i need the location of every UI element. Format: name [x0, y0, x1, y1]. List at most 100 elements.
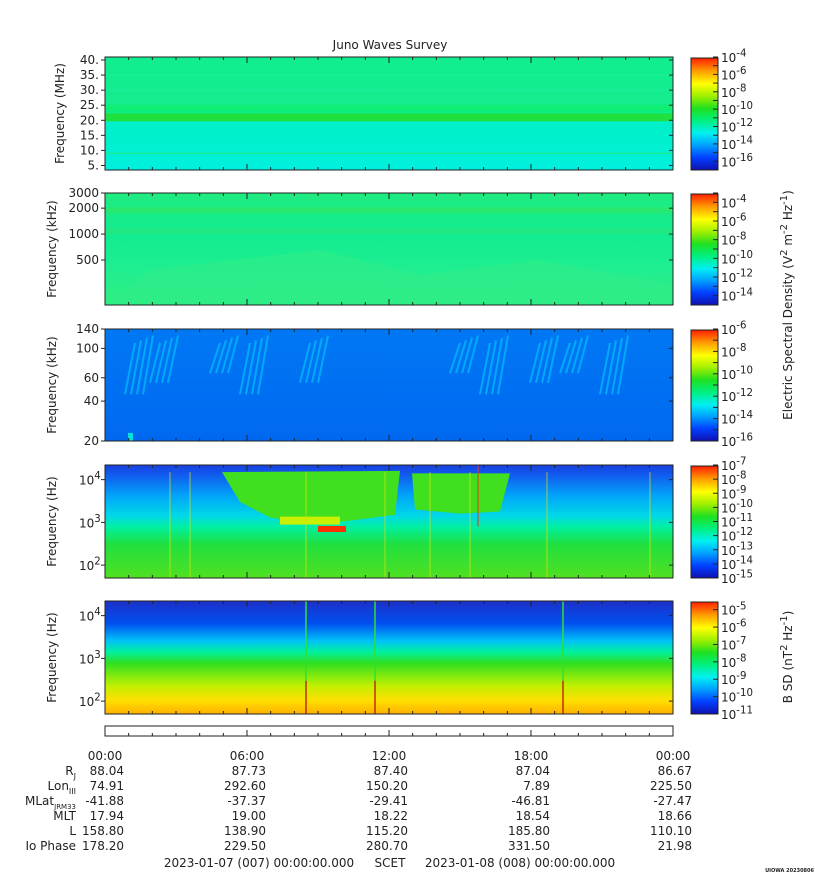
y-tick-label: 35. — [80, 68, 99, 82]
radio-burst — [485, 340, 497, 395]
y-tick-label: 100 — [76, 341, 99, 355]
radio-burst — [227, 335, 239, 374]
colorbar-label: 10-6 — [721, 619, 746, 635]
colorbar-label: 10-11 — [721, 513, 753, 529]
colorbar-label: 10-16 — [721, 153, 753, 169]
ephemeris-value: 87.40 — [374, 764, 408, 778]
ephemeris-value: 18.66 — [658, 809, 692, 823]
colorbar-label: 10-9 — [721, 671, 746, 687]
radio-burst — [617, 335, 629, 395]
colorbar-label: 10-14 — [721, 410, 753, 426]
colorbar-label: 10-12 — [721, 269, 753, 285]
colorbar-label: 10-12 — [721, 527, 753, 543]
panel-3-spectrogram — [105, 329, 673, 441]
radio-burst — [155, 340, 167, 384]
panel-3: 20 40 60 100 140 Frequency (kHz) 10-6 10-8 10-10… — [45, 321, 753, 449]
radio-burst — [142, 335, 154, 395]
y-tick-label: 104 — [79, 471, 101, 487]
emission-cloud — [412, 473, 510, 514]
radio-burst — [571, 337, 583, 374]
y-tick-label: 2000 — [68, 201, 99, 215]
ephemeris-value: 280.70 — [366, 839, 408, 853]
ephemeris-value: 18.54 — [516, 809, 550, 823]
radio-burst — [245, 340, 257, 395]
y-tick-label: 20. — [80, 113, 99, 127]
y-tick-label: 15. — [80, 128, 99, 142]
radio-burst — [547, 335, 559, 383]
colorbar-label: 10-4 — [721, 194, 746, 210]
ephemeris-value: 331.50 — [508, 839, 550, 853]
radio-burst — [605, 340, 617, 395]
emission-cloud — [222, 470, 400, 525]
y-tick-label: 103 — [79, 650, 101, 666]
y-tick-label: 3000 — [68, 186, 99, 200]
y-tick-label: 102 — [79, 557, 101, 573]
y-tick-label: 40. — [80, 53, 99, 67]
radio-burst — [251, 337, 263, 395]
ephemeris-value: 158.80 — [82, 824, 124, 838]
burst-spot — [128, 432, 133, 441]
ephemeris-value: 229.50 — [224, 839, 266, 853]
emission-core — [280, 516, 340, 525]
ephemeris-row-label: RJ — [65, 764, 76, 781]
time-label: 00:00 — [656, 749, 691, 763]
radio-burst — [497, 335, 509, 395]
colorbar-label: 10-10 — [721, 365, 753, 381]
colorbar-label: 10-15 — [721, 570, 753, 586]
ephemeris-value: 88.04 — [90, 764, 124, 778]
colorbar-label: 10-8 — [721, 83, 746, 99]
ephemeris-value: 115.20 — [366, 824, 408, 838]
colorbar-label: 10-14 — [721, 287, 753, 303]
radio-burst — [479, 342, 491, 395]
ephemeris-value: 225.50 — [650, 779, 692, 793]
panel-1: 5.10.15.20.25.30.35.40. Frequency (MHz) 10… — [53, 49, 753, 173]
colorbar-label: 10-10 — [721, 250, 753, 266]
radio-burst — [577, 335, 589, 374]
time-label: 06:00 — [230, 749, 265, 763]
y-tick-label: 25. — [80, 98, 99, 112]
ephemeris-value: 87.04 — [516, 764, 550, 778]
radio-burst — [491, 337, 503, 395]
colorbar-label: 10-8 — [721, 471, 746, 487]
radio-burst — [559, 342, 571, 374]
radio-burst — [541, 337, 553, 383]
ephemeris-value: 110.10 — [650, 824, 692, 838]
colorbar-label: 10-14 — [721, 136, 753, 152]
radio-burst — [611, 337, 623, 395]
radio-burst — [535, 340, 547, 384]
colorbar-label: 10-8 — [721, 343, 746, 359]
colorbar-label: 10-6 — [721, 66, 746, 82]
panel-3-ylabel: Frequency (kHz) — [45, 336, 59, 433]
panel-2-colorbar: 10-4 10-6 10-8 10-10 10-12 10-14 — [690, 192, 753, 306]
intense-emission — [318, 526, 346, 533]
colorbar-label: 10-8 — [721, 653, 746, 669]
y-tick-label: 102 — [79, 693, 101, 709]
ephemeris-value: 17.94 — [90, 809, 124, 823]
ephemeris-value: 18.22 — [374, 809, 408, 823]
panel-5-ylabel: Frequency (Hz) — [45, 612, 59, 703]
radio-burst — [209, 342, 221, 374]
colorbar-gradient — [690, 329, 719, 442]
radio-burst — [161, 337, 173, 383]
y-tick-label: 60 — [84, 371, 99, 385]
ephemeris-value: 21.98 — [658, 839, 692, 853]
time-label: 12:00 — [372, 749, 407, 763]
panel-4-ylabel: Frequency (Hz) — [45, 476, 59, 567]
ephemeris-value: 19.00 — [232, 809, 266, 823]
colorbar-label: 10-7 — [721, 457, 746, 473]
radio-burst — [221, 337, 233, 374]
colorbar-label: 10-10 — [721, 499, 753, 515]
y-tick-label: 104 — [79, 607, 101, 623]
colorbar-label: 10-12 — [721, 118, 753, 134]
ephemeris-value: 87.73 — [232, 764, 266, 778]
colorbar-gradient — [690, 601, 719, 715]
ephemeris-value: -29.41 — [369, 794, 408, 808]
colorbar-label: 10-14 — [721, 555, 753, 571]
radio-burst — [317, 335, 329, 383]
ephemeris-value: 292.60 — [224, 779, 266, 793]
y-tick-label: 1000 — [68, 227, 99, 241]
colorbar-title-magnetic: B SD (nT2 Hz-1) — [779, 611, 795, 704]
